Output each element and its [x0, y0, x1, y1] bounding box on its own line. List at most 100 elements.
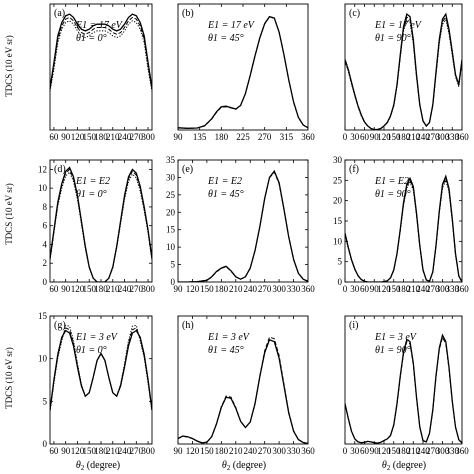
xtick-label-a-90: 90: [61, 132, 71, 142]
panel-label-c: (c): [349, 8, 360, 19]
xlabel-col1-prefix: θ: [76, 460, 81, 471]
ylabel-row2: TDCS (10 eV sr): [4, 183, 14, 245]
xtick-label-d-240: 240: [118, 284, 132, 294]
xtick-label-f-150: 150: [387, 284, 401, 294]
ytick-label-e-25: 25: [166, 190, 176, 200]
xtick-label-d-270: 270: [130, 284, 144, 294]
series-c-dashed: [345, 15, 462, 130]
xtick-label-d-150: 150: [82, 284, 96, 294]
xtick-label-g-90: 90: [61, 446, 71, 456]
xtick-label-f-90: 90: [370, 284, 380, 294]
xtick-label-h-180: 180: [215, 446, 229, 456]
xtick-label-e-330: 330: [287, 284, 301, 294]
xtick-label-i-300: 300: [436, 446, 450, 456]
ytick-label-e-15: 15: [166, 225, 176, 235]
xtick-label-h-120: 120: [186, 446, 200, 456]
xtick-label-c-90: 90: [370, 132, 380, 142]
xtick-label-h-300: 300: [272, 446, 286, 456]
xtick-label-a-210: 210: [106, 132, 120, 142]
xlabel-col2-prefix: θ: [222, 460, 227, 471]
panel-e-frame: [177, 159, 309, 283]
xtick-label-a-60: 60: [49, 132, 59, 142]
series-g-dashed: [50, 327, 152, 411]
annotation-i-0: E1 = 3 eV: [374, 332, 418, 343]
xtick-label-g-120: 120: [71, 446, 85, 456]
series-i-dashed: [345, 335, 462, 444]
xtick-label-i-60: 60: [360, 446, 370, 456]
xtick-label-h-270: 270: [258, 446, 272, 456]
xtick-label-d-300: 300: [141, 284, 155, 294]
xtick-label-a-300: 300: [141, 132, 155, 142]
xtick-label-g-240: 240: [118, 446, 132, 456]
ylabel-row1: TDCS (10 eV sr): [4, 35, 14, 97]
xtick-label-b-270: 270: [258, 132, 272, 142]
ytick-label-f-0: 0: [338, 277, 343, 287]
xtick-label-c-180: 180: [397, 132, 411, 142]
series-e-solid: [178, 169, 308, 282]
panel-label-g: (g): [54, 320, 66, 331]
xtick-label-c-210: 210: [407, 132, 421, 142]
xtick-label-b-135: 135: [193, 132, 207, 142]
xtick-label-h-210: 210: [229, 446, 243, 456]
xtick-label-b-315: 315: [280, 132, 294, 142]
xtick-label-f-120: 120: [377, 284, 391, 294]
ytick-label-f-5: 5: [338, 257, 343, 267]
ytick-label-d-8: 8: [43, 202, 48, 212]
xtick-label-i-120: 120: [377, 446, 391, 456]
xtick-label-b-90: 90: [174, 132, 184, 142]
annotation-c-0: E1 = 17 eV: [374, 20, 423, 31]
xtick-label-a-240: 240: [118, 132, 132, 142]
annotation-f-1: θ1 = 90°: [375, 189, 411, 200]
ytick-label-d-12: 12: [38, 164, 47, 174]
xtick-label-e-150: 150: [200, 284, 214, 294]
ytick-label-f-30: 30: [333, 155, 343, 165]
ytick-label-f-10: 10: [333, 236, 343, 246]
annotation-h-0: E1 = 3 eV: [207, 332, 251, 343]
annotation-e-1: θ1 = 45°: [208, 189, 244, 200]
panel-label-i: (i): [349, 320, 358, 331]
series-c-dotted: [345, 18, 462, 130]
annotation-d-0: E1 = E2: [75, 176, 110, 187]
ytick-label-e-35: 35: [166, 155, 176, 165]
panel-label-f: (f): [349, 164, 359, 175]
panel-h: 90 120 150 180 210 240 270 300 330 360 (h) E1 = 3 e…: [174, 315, 315, 456]
annotation-c-1: θ1 = 90°: [375, 33, 411, 44]
xtick-label-c-270: 270: [426, 132, 440, 142]
ytick-label-g-10: 10: [38, 354, 48, 364]
series-a-dotted: [50, 20, 152, 92]
panel-h-frame: [177, 315, 309, 445]
xtick-label-e-270: 270: [258, 284, 272, 294]
xtick-label-i-0: 0: [343, 446, 348, 456]
xtick-label-c-240: 240: [416, 132, 430, 142]
ytick-label-d-6: 6: [43, 221, 48, 231]
xtick-label-i-180: 180: [397, 446, 411, 456]
panel-label-a: (a): [54, 8, 65, 19]
xtick-label-e-210: 210: [229, 284, 243, 294]
xtick-label-c-30: 30: [350, 132, 360, 142]
ytick-label-d-4: 4: [43, 239, 48, 249]
ytick-label-d-2: 2: [43, 258, 48, 268]
annotation-i-1: θ1 = 90°: [375, 345, 411, 356]
annotation-e-0: E1 = E2: [207, 176, 242, 187]
xtick-label-b-225: 225: [236, 132, 250, 142]
xtick-label-i-360: 360: [455, 446, 469, 456]
ytick-label-e-5: 5: [171, 260, 176, 270]
annotation-b-1: θ1 = 45°: [208, 33, 244, 44]
xlabel-col2: θ2 (degree): [222, 460, 266, 472]
panel-label-d: (d): [54, 164, 66, 175]
annotation-a-0: E1 = 17 eV: [75, 20, 124, 31]
series-f-dashed: [345, 176, 462, 282]
xtick-label-e-90: 90: [174, 284, 184, 294]
xlabel-col3-sub: 2: [387, 464, 391, 472]
xtick-label-e-300: 300: [272, 284, 286, 294]
xtick-label-h-330: 330: [287, 446, 301, 456]
xtick-label-i-240: 240: [416, 446, 430, 456]
panel-b: 90 135 180 225 270 315 360 (b) E1 = 17 eV θ1 = 45…: [174, 3, 315, 142]
annotation-f-0: E1 = E2: [374, 176, 409, 187]
series-g-solid: [50, 329, 152, 410]
xtick-label-b-360: 360: [301, 132, 315, 142]
xtick-label-a-270: 270: [130, 132, 144, 142]
xtick-label-f-0: 0: [343, 284, 348, 294]
